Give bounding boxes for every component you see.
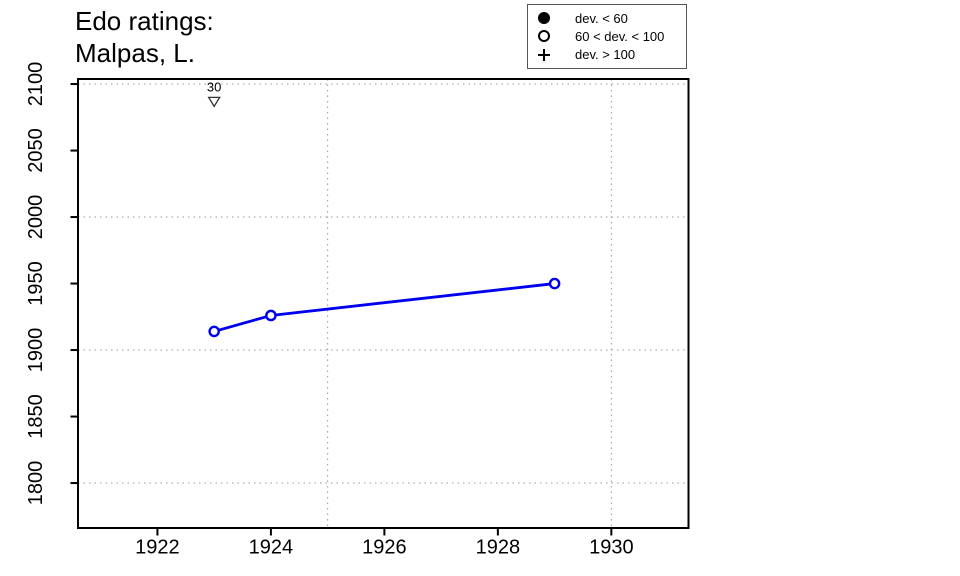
y-axis-tick-label: 1850 [25,394,47,439]
x-axis-tick-label: 1930 [589,537,634,559]
y-axis-tick-label: 2100 [25,62,47,107]
legend-box: dev. < 60 60 < dev. < 100 dev. > 100 [527,4,687,69]
legend-item-label: dev. < 60 [575,10,628,26]
legend-item-dev-gt-100: dev. > 100 [538,46,686,63]
chart-title: Edo ratings: Malpas, L. [75,5,214,69]
x-axis-tick-label: 1926 [362,537,407,559]
x-axis-tick-label: 1924 [249,537,294,559]
legend-item-label: dev. > 100 [575,47,636,63]
data-point-marker [548,277,561,290]
annotation-label: 30 [207,79,221,94]
data-point-marker [208,325,220,338]
legend-item-dev-60-100: 60 < dev. < 100 [538,28,686,45]
filled-circle-icon [538,12,550,25]
series-line [213,282,555,333]
open-circle-icon [538,30,550,43]
chart-title-line2: Malpas, L. [75,38,195,68]
y-axis-tick-label: 1800 [25,461,47,506]
plot-border [77,78,690,529]
triangle-down-icon [207,96,221,108]
x-axis-tick-label: 1928 [476,537,521,559]
chart-title-line1: Edo ratings: [75,6,214,36]
plus-icon [538,48,550,61]
y-axis-tick-label: 2050 [25,128,47,173]
y-axis-tick-label: 1900 [25,328,47,373]
legend-item-dev-lt-60: dev. < 60 [538,10,686,27]
legend-item-label: 60 < dev. < 100 [575,28,665,44]
data-point-marker [265,309,277,322]
x-axis-tick-label: 1922 [135,537,180,559]
y-axis-tick-label: 2000 [25,195,47,240]
y-axis-tick-label: 1950 [25,261,47,306]
